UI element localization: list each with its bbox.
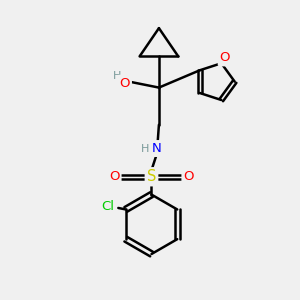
Text: Cl: Cl bbox=[101, 200, 114, 213]
Text: H: H bbox=[112, 71, 121, 81]
Text: O: O bbox=[183, 170, 194, 183]
Text: S: S bbox=[147, 169, 156, 184]
Text: N: N bbox=[152, 142, 162, 155]
Text: O: O bbox=[119, 76, 130, 90]
Text: O: O bbox=[220, 51, 230, 64]
Text: O: O bbox=[109, 170, 120, 183]
Text: H: H bbox=[141, 143, 149, 154]
